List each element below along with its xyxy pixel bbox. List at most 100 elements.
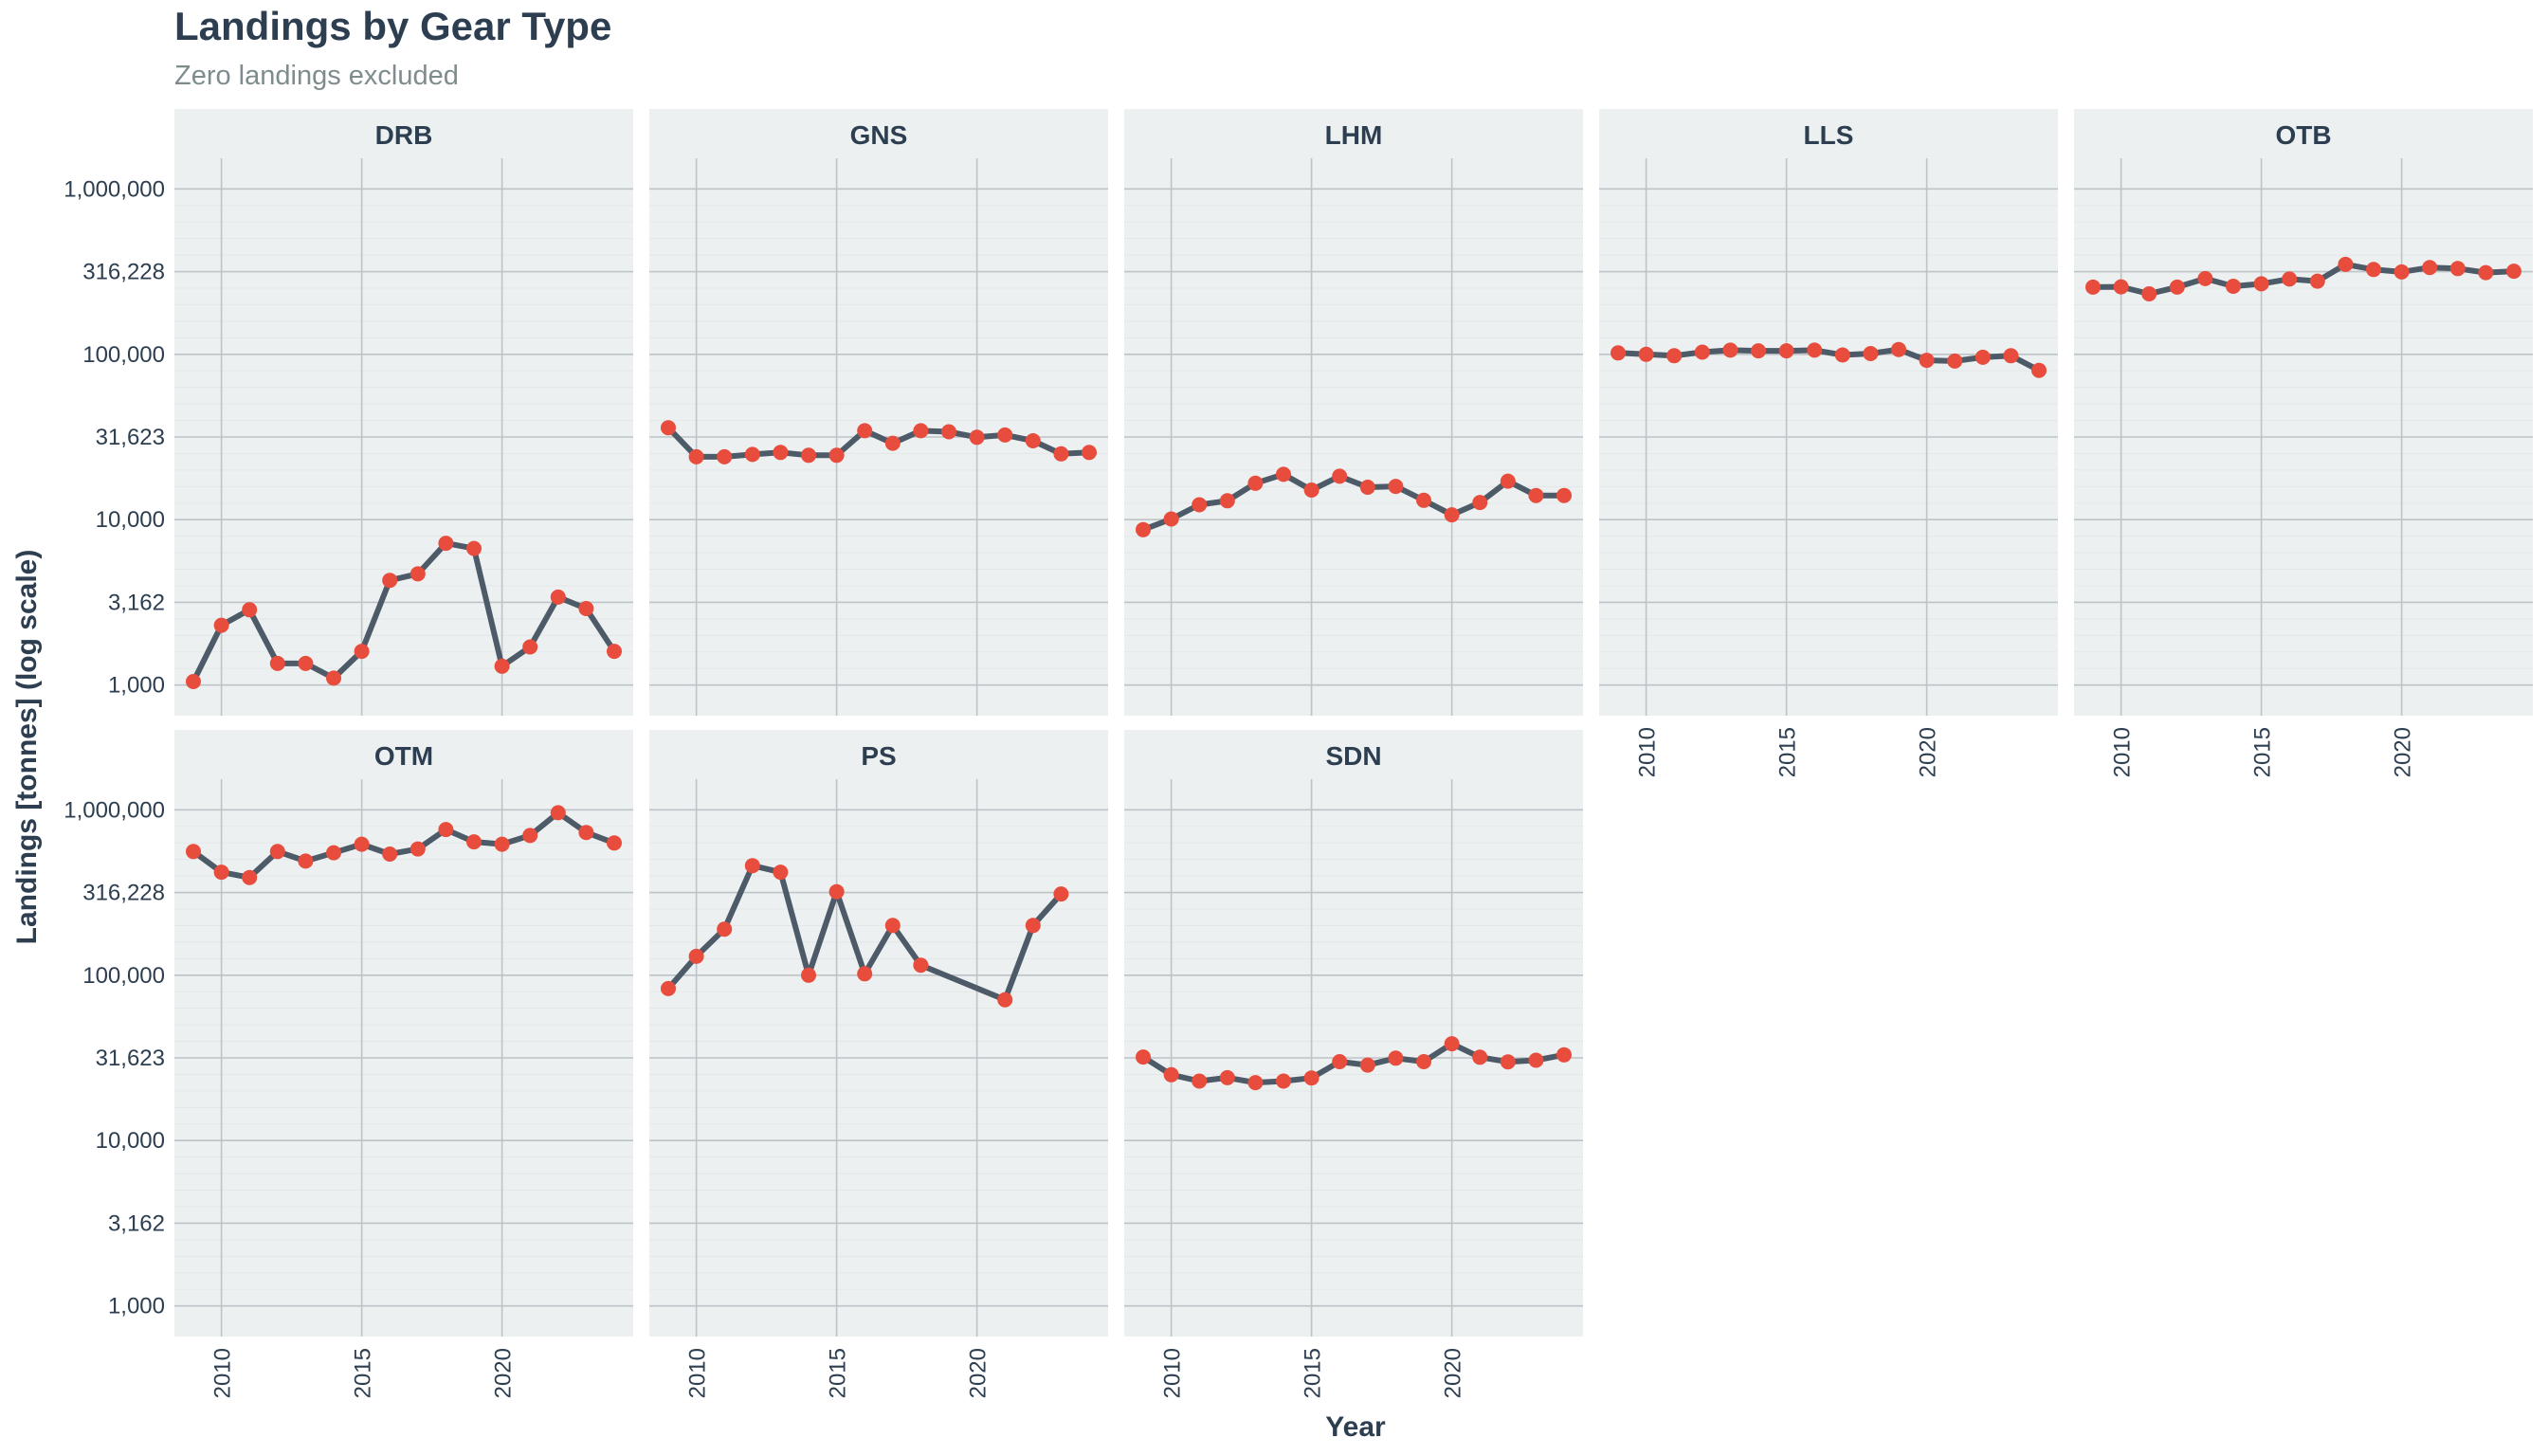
x-tick-label: 2015 xyxy=(826,1348,851,1398)
facet-strip xyxy=(649,730,1108,779)
data-point xyxy=(578,825,594,841)
data-point xyxy=(1666,348,1683,364)
y-tick-label: 1,000,000 xyxy=(64,797,165,823)
facet-strip xyxy=(1599,109,2058,158)
data-point xyxy=(1303,1070,1320,1086)
data-point xyxy=(1053,446,1069,462)
series-line-lls xyxy=(1615,346,2042,373)
data-point xyxy=(1611,345,1626,361)
data-point xyxy=(1163,511,1179,527)
data-point xyxy=(2169,279,2185,295)
facet-strip-label: DRB xyxy=(375,120,433,150)
series-line-otb xyxy=(2090,261,2517,297)
data-point xyxy=(913,423,929,439)
data-point xyxy=(1192,497,1208,513)
facet-strip-label: SDN xyxy=(1325,741,1381,771)
data-point xyxy=(2253,276,2269,292)
data-point xyxy=(2141,286,2157,301)
data-point xyxy=(1778,343,1794,359)
data-point xyxy=(494,836,510,852)
facet-strip-label: PS xyxy=(861,741,896,771)
data-point xyxy=(1751,343,1766,359)
x-tick-label: 2020 xyxy=(966,1348,992,1398)
data-point xyxy=(1863,346,1879,361)
data-point xyxy=(298,853,314,869)
facet-panel-sdn: SDN xyxy=(1124,730,1583,1337)
data-point xyxy=(186,844,201,860)
data-point xyxy=(1444,1036,1460,1052)
y-tick-label: 316,228 xyxy=(82,881,165,906)
y-axis-title: Landings [tonnes] (log scale) xyxy=(11,550,43,945)
data-point xyxy=(382,573,398,589)
data-point xyxy=(717,921,733,937)
data-point xyxy=(884,918,901,934)
data-point xyxy=(1694,344,1710,360)
x-tick-label: 2010 xyxy=(210,1348,236,1398)
data-point xyxy=(1500,473,1516,489)
data-point xyxy=(2422,260,2438,276)
data-point xyxy=(2309,273,2325,289)
data-point xyxy=(186,674,201,689)
series-line-sdn xyxy=(1140,1041,1567,1086)
data-point xyxy=(1359,1057,1375,1073)
data-point xyxy=(382,846,398,862)
data-point xyxy=(1638,346,1654,362)
series-line-gns xyxy=(665,425,1092,460)
data-point xyxy=(801,447,816,464)
facet-strip xyxy=(649,109,1108,158)
data-point xyxy=(1276,1073,1291,1089)
data-point xyxy=(688,948,704,964)
data-point xyxy=(941,424,956,440)
facet-panel-lhm: LHM xyxy=(1124,109,1583,716)
data-point xyxy=(1891,341,1906,357)
data-point xyxy=(578,601,594,616)
facet-panel-otb: OTB xyxy=(2074,109,2533,716)
data-point xyxy=(1219,1069,1235,1085)
data-point xyxy=(801,967,816,983)
data-point xyxy=(661,420,676,436)
data-point xyxy=(1528,1052,1544,1068)
data-point xyxy=(494,658,510,674)
facet-strip-label: OTB xyxy=(2275,120,2331,150)
data-point xyxy=(969,429,985,446)
chart-title: Landings by Gear Type xyxy=(174,4,612,48)
x-tick-label: 2020 xyxy=(1916,727,1941,777)
data-point xyxy=(884,435,901,451)
data-point xyxy=(1136,521,1151,537)
data-point xyxy=(857,966,873,982)
data-point xyxy=(1303,482,1320,498)
data-point xyxy=(828,883,845,900)
data-point xyxy=(1556,487,1572,503)
x-tick-label: 2010 xyxy=(1160,1348,1186,1398)
y-tick-label: 31,623 xyxy=(96,1046,165,1071)
x-tick-label: 2020 xyxy=(2391,727,2416,777)
y-tick-label: 3,162 xyxy=(108,1210,165,1236)
chart-subtitle: Zero landings excluded xyxy=(174,61,459,91)
data-point xyxy=(1556,1046,1572,1063)
data-point xyxy=(1919,353,1935,369)
data-point xyxy=(466,834,482,850)
facet-strip-label: OTM xyxy=(374,741,433,771)
data-point xyxy=(1947,353,1963,369)
y-tick-label: 1,000 xyxy=(108,1294,165,1320)
data-point xyxy=(2506,264,2521,280)
series-line-drb xyxy=(191,540,617,684)
data-point xyxy=(213,864,229,881)
x-tick-label: 2010 xyxy=(685,1348,711,1398)
data-point xyxy=(773,864,789,881)
x-tick-label: 2015 xyxy=(1301,1348,1326,1398)
data-point xyxy=(1332,468,1348,484)
y-tick-label: 10,000 xyxy=(96,507,165,533)
data-point xyxy=(2197,270,2213,286)
y-tick-label: 100,000 xyxy=(82,963,165,989)
data-point xyxy=(1025,433,1041,448)
facet-panel-otm: OTM xyxy=(174,730,633,1337)
facet-strip xyxy=(1124,109,1583,158)
data-point xyxy=(354,644,370,660)
y-tick-label: 3,162 xyxy=(108,590,165,615)
data-point xyxy=(550,805,566,821)
facet-panel-gns: GNS xyxy=(649,109,1108,716)
facet-strip xyxy=(174,109,633,158)
data-point xyxy=(1219,493,1235,509)
